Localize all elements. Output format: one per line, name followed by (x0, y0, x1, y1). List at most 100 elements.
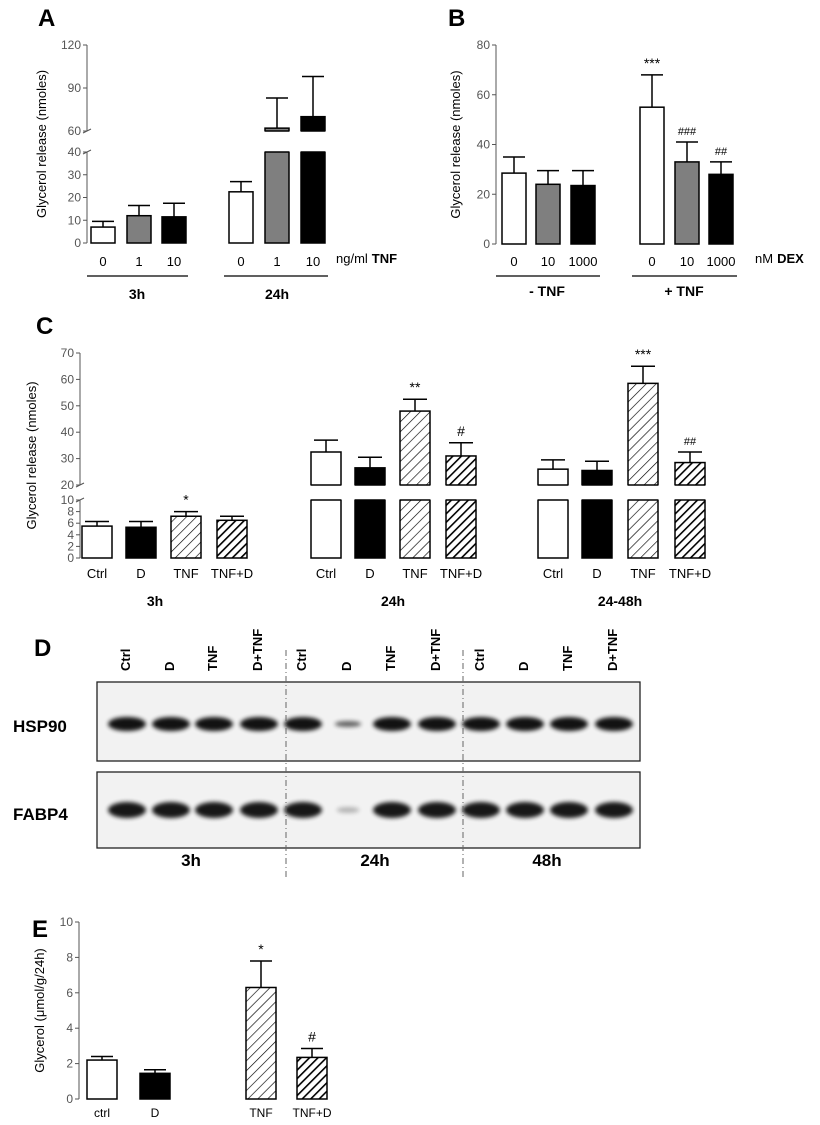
lane-label: D+TNF (428, 629, 443, 671)
timepoint-label: 24h (360, 851, 389, 870)
x-tick-label: 1 (135, 254, 142, 269)
lane-label: TNF (560, 646, 575, 671)
y-tick-label: 6 (67, 516, 74, 530)
bar (501, 172, 527, 245)
blot-row-label: FABP4 (13, 805, 68, 824)
y-tick-label: 60 (68, 124, 82, 138)
bar (570, 184, 596, 245)
group-label: + TNF (664, 283, 704, 299)
bar (627, 382, 659, 559)
blot-band-fabp4 (550, 802, 588, 818)
group-label: - TNF (529, 283, 565, 299)
bar (125, 526, 157, 559)
x-tick-label: 10 (167, 254, 181, 269)
lane-label: D+TNF (250, 629, 265, 671)
group-label: 3h (147, 593, 163, 609)
y-tick-label: 6 (66, 986, 73, 1000)
y-tick-label: 90 (68, 81, 82, 95)
significance-label: # (308, 1029, 316, 1045)
x-tick-label: TNF+D (440, 566, 482, 581)
x-tick-label: TNF+D (293, 1106, 332, 1120)
x-tick-label: TNF (402, 566, 427, 581)
x-tick-label: Ctrl (87, 566, 107, 581)
x-tick-label: TNF+D (211, 566, 253, 581)
y-axis-label: Glycerol (μmol/g/24h) (32, 948, 47, 1073)
lane-label: Ctrl (294, 649, 309, 671)
blot-band-fabp4 (506, 802, 544, 818)
chart-e: 0 2 4 6 8 10 Glycerol (μmol/g/24h) ctrl D * TNF # TN… (32, 915, 332, 1120)
y-tick-label: 2 (67, 539, 74, 553)
x-tick-label: 10 (680, 254, 694, 269)
significance-label: * (258, 941, 264, 957)
group-label: 24-48h (598, 593, 642, 609)
group-label: 24h (381, 593, 405, 609)
bar-break-gap (581, 485, 613, 500)
x-tick-label: D (136, 566, 145, 581)
y-tick-label: 2 (66, 1057, 73, 1071)
y-tick-label: 8 (66, 950, 73, 964)
blot-band-fabp4 (240, 802, 278, 818)
bar-break-gap (537, 485, 569, 500)
lane-label: Ctrl (472, 649, 487, 671)
y-tick-label: 0 (74, 236, 81, 250)
y-axis-label: Glycerol release (nmoles) (24, 381, 39, 529)
blot-band-fabp4 (152, 802, 190, 818)
y-tick-label: 40 (477, 138, 491, 152)
timepoint-label: 3h (181, 851, 201, 870)
x-tick-label: Ctrl (316, 566, 336, 581)
y-tick-label: 70 (61, 346, 75, 360)
x-tick-label: 0 (510, 254, 517, 269)
panel-label-a: A (38, 5, 55, 32)
blot-band-hsp90 (195, 717, 233, 731)
bar-break-gap (300, 131, 326, 152)
bar-break-gap (445, 485, 477, 500)
blot-band-fabp4 (108, 802, 146, 818)
significance-label: # (457, 423, 465, 439)
bar (86, 1059, 118, 1100)
blot-band-hsp90 (462, 717, 500, 731)
bar (674, 161, 700, 245)
y-tick-label: 40 (68, 145, 82, 159)
panel-label-e: E (32, 916, 48, 943)
significance-label: *** (644, 55, 661, 71)
group-label: 24h (265, 286, 289, 302)
y-tick-label: 50 (61, 399, 75, 413)
blot-band-hsp90 (595, 717, 633, 731)
lane-label: D (339, 662, 354, 671)
x-tick-label: Ctrl (543, 566, 563, 581)
bar (445, 455, 477, 559)
x-unit-bold: TNF (372, 251, 397, 266)
significance-label: ### (678, 126, 697, 138)
blot-band-hsp90 (418, 717, 456, 731)
x-tick-label: 0 (99, 254, 106, 269)
bar-break-gap (354, 485, 386, 500)
blot-band-fabp4 (595, 802, 633, 818)
blot-band-fabp4 (284, 802, 322, 818)
y-axis-label: Glycerol release (nmoles) (448, 70, 463, 218)
lane-label: D (162, 662, 177, 671)
x-tick-label: D (592, 566, 601, 581)
x-tick-label: TNF (249, 1106, 272, 1120)
y-tick-label: 20 (61, 478, 75, 492)
blot-band-fabp4 (195, 802, 233, 818)
lane-label: TNF (383, 646, 398, 671)
bar-break-gap (674, 485, 706, 500)
significance-label: ** (410, 379, 421, 395)
y-tick-label: 8 (67, 505, 74, 519)
x-unit-bold: DEX (777, 251, 804, 266)
blot-band-fabp4 (418, 802, 456, 818)
significance-label: *** (635, 346, 652, 362)
bar (170, 515, 202, 559)
bar (216, 519, 248, 559)
x-tick-label: 10 (306, 254, 320, 269)
lane-label: TNF (205, 646, 220, 671)
blot-band-hsp90 (373, 717, 411, 731)
y-tick-label: 0 (67, 551, 74, 565)
panel-label-b: B (448, 5, 465, 32)
y-tick-label: 40 (61, 425, 75, 439)
x-unit-label: nM DEX (755, 251, 804, 266)
y-tick-label: 10 (68, 213, 82, 227)
